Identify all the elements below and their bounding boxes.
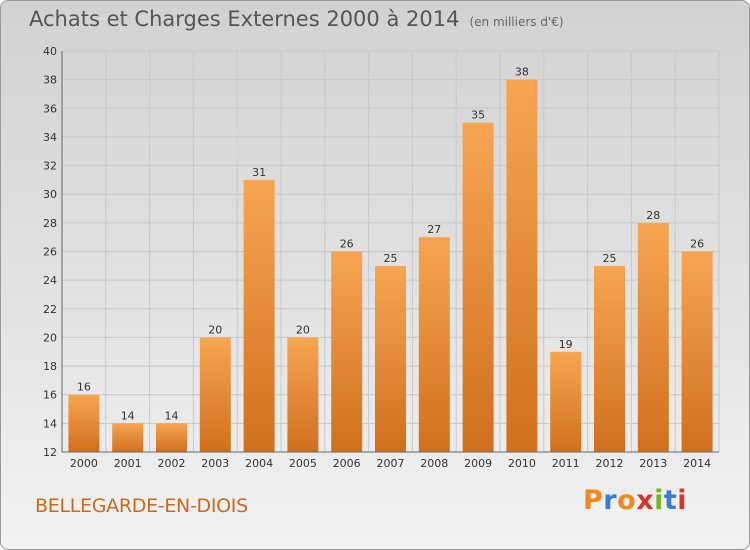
x-tick-label: 2005 [289, 457, 317, 470]
chart-subtitle: (en milliers d'€) [469, 15, 564, 29]
bar [287, 337, 319, 452]
data-label: 31 [252, 166, 266, 179]
logo-letter: x [636, 485, 655, 516]
data-label: 25 [603, 252, 617, 265]
bars [68, 79, 713, 453]
x-tick-label: 2010 [508, 457, 536, 470]
data-label: 16 [77, 381, 91, 394]
y-tick-label: 22 [43, 303, 57, 316]
commune-name: BELLEGARDE-EN-DIOIS [35, 495, 248, 517]
y-tick-label: 40 [43, 45, 57, 58]
logo-letter: t [663, 485, 678, 516]
x-tick-label: 2006 [333, 457, 361, 470]
y-tick-label: 12 [43, 446, 57, 459]
logo-letter: o [617, 485, 637, 516]
bar [550, 351, 582, 452]
bar [637, 222, 669, 452]
data-label: 27 [427, 223, 441, 236]
x-tick-label: 2012 [596, 457, 624, 470]
bar [506, 79, 538, 453]
logo-letter: P [583, 485, 604, 516]
data-label: 26 [340, 238, 354, 251]
data-label: 20 [296, 323, 310, 336]
x-tick-label: 2004 [245, 457, 273, 470]
data-label: 20 [208, 323, 222, 336]
y-tick-label: 34 [43, 131, 57, 144]
y-tick-label: 28 [43, 217, 57, 230]
bar [418, 237, 450, 452]
proxiti-logo: Proxiti [583, 485, 687, 516]
bar [156, 423, 187, 452]
y-tick-label: 36 [43, 102, 57, 115]
data-label: 14 [165, 409, 179, 422]
logo-letter: r [603, 485, 618, 516]
x-tick-label: 2003 [201, 457, 229, 470]
y-tick-label: 26 [43, 246, 57, 259]
x-tick-label: 2009 [464, 457, 492, 470]
y-tick-label: 32 [43, 160, 57, 173]
logo-letter: i [677, 485, 688, 516]
bar [199, 337, 231, 452]
bar [68, 394, 100, 452]
data-label: 14 [121, 409, 135, 422]
bar [112, 423, 144, 452]
bar [594, 265, 625, 452]
axes: 12 14 16 18 20 22 24 26 28 30 32 34 36 38 40 2000 2001 20… [43, 45, 719, 470]
y-tick-label: 14 [43, 417, 57, 430]
data-label: 35 [471, 109, 485, 122]
data-label: 26 [690, 238, 704, 251]
y-tick-label: 30 [43, 188, 57, 201]
chart-title-text: Achats et Charges Externes 2000 à 2014 [29, 7, 460, 31]
data-label: 19 [559, 338, 573, 351]
x-tick-label: 2014 [683, 457, 711, 470]
x-tick-label: 2000 [70, 457, 98, 470]
bar [375, 265, 406, 452]
bar [243, 179, 275, 452]
x-tick-label: 2011 [552, 457, 580, 470]
x-tick-label: 2008 [420, 457, 448, 470]
data-label: 25 [384, 252, 398, 265]
y-tick-label: 18 [43, 360, 57, 373]
x-tick-label: 2007 [377, 457, 405, 470]
data-labels: 16 14 14 20 31 20 26 25 27 35 38 19 25 28 26 [77, 66, 704, 423]
y-tick-label: 20 [43, 331, 57, 344]
bar [681, 251, 713, 452]
x-tick-label: 2001 [114, 457, 142, 470]
y-tick-label: 24 [43, 274, 57, 287]
logo-letter: i [654, 485, 664, 516]
x-tick-label: 2002 [158, 457, 186, 470]
y-tick-label: 38 [43, 74, 57, 87]
data-label: 28 [646, 209, 660, 222]
x-tick-label: 2013 [639, 457, 667, 470]
data-label: 38 [515, 66, 529, 79]
bar [331, 251, 363, 452]
y-tick-label: 16 [43, 389, 57, 402]
bar [462, 122, 494, 452]
chart-title: Achats et Charges Externes 2000 à 2014 (e… [29, 7, 564, 31]
